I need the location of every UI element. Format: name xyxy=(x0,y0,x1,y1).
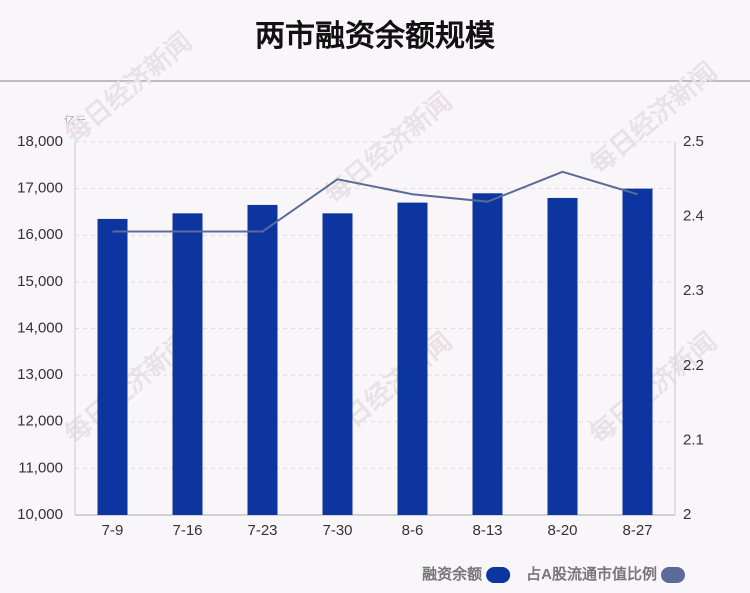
y-tick-label: 13,000 xyxy=(17,366,63,383)
y2-tick-label: 2 xyxy=(683,506,691,523)
y-tick-label: 10,000 xyxy=(17,506,63,523)
bar xyxy=(247,204,278,515)
bar xyxy=(397,202,428,516)
x-tick-label: 7-9 xyxy=(102,522,124,539)
y-tick-label: 15,000 xyxy=(17,273,63,290)
bar xyxy=(547,197,578,515)
y2-tick-label: 2.3 xyxy=(683,282,704,299)
x-tick-label: 7-23 xyxy=(247,522,277,539)
y-unit: 亿元 xyxy=(64,114,86,127)
bar xyxy=(622,188,653,515)
y-tick-label: 18,000 xyxy=(17,133,63,150)
x-tick-label: 7-30 xyxy=(322,522,352,539)
bar xyxy=(322,213,353,515)
y-tick-label: 16,000 xyxy=(17,226,63,243)
legend-swatch xyxy=(661,567,685,583)
y-tick-label: 14,000 xyxy=(17,319,63,336)
bar xyxy=(172,213,203,515)
bar xyxy=(97,218,128,515)
y-tick-label: 12,000 xyxy=(17,413,63,430)
y2-tick-label: 2.5 xyxy=(683,133,704,150)
x-tick-label: 8-13 xyxy=(472,522,502,539)
line xyxy=(112,170,638,233)
bar xyxy=(472,193,503,515)
legend-label: 融资余额 xyxy=(422,565,482,583)
legend-swatch xyxy=(486,567,511,583)
legend-label: 占A股流通市值比例 xyxy=(526,565,657,583)
x-tick-label: 7-16 xyxy=(172,522,202,539)
x-tick-label: 8-27 xyxy=(622,522,652,539)
y2-tick-label: 2.4 xyxy=(683,208,704,225)
y2-tick-label: 2.2 xyxy=(683,357,704,374)
y-tick-label: 17,000 xyxy=(17,180,63,197)
x-tick-label: 8-20 xyxy=(547,522,577,539)
x-tick-label: 8-6 xyxy=(402,522,424,539)
y-tick-label: 11,000 xyxy=(18,459,63,476)
y2-tick-label: 2.1 xyxy=(683,431,704,448)
chart-title: 两市融资余额规模 xyxy=(255,19,495,53)
